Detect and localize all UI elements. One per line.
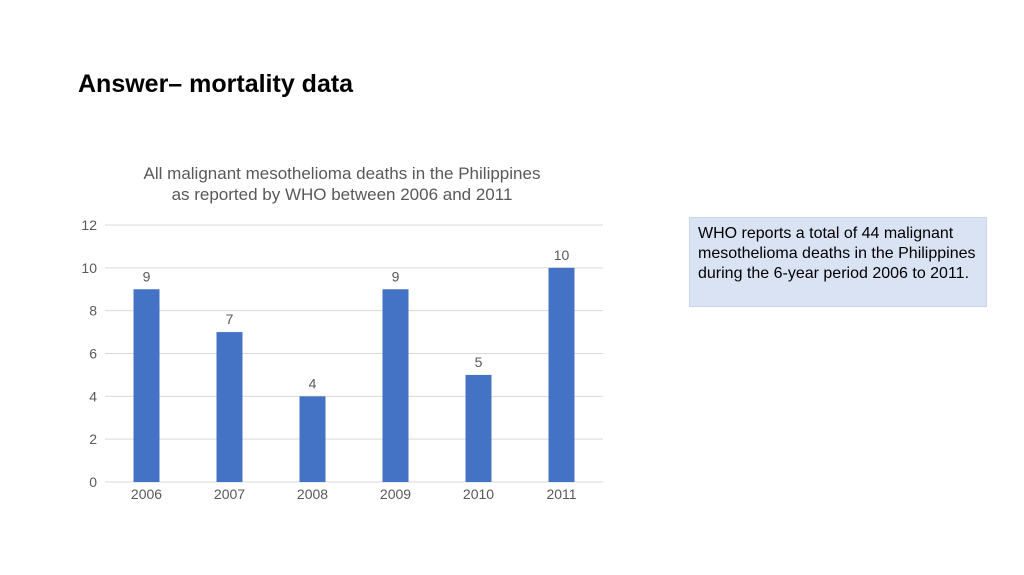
y-tick-label: 8: [89, 303, 97, 319]
chart-title-line-1: All malignant mesothelioma deaths in the…: [143, 164, 541, 183]
bar: [133, 289, 160, 482]
x-tick-label: 2006: [131, 486, 162, 502]
data-label: 9: [143, 268, 151, 284]
data-label: 5: [475, 354, 483, 370]
x-tick-label: 2010: [463, 486, 494, 502]
data-label: 9: [392, 268, 400, 284]
summary-note: WHO reports a total of 44 malignant meso…: [689, 217, 987, 307]
bar: [299, 396, 326, 482]
x-tick-label: 2008: [297, 486, 328, 502]
y-tick-label: 2: [89, 431, 97, 447]
bar: [382, 289, 409, 482]
chart-title-line-2: as reported by WHO between 2006 and 2011: [171, 185, 513, 204]
bar: [548, 267, 575, 482]
chart-title: All malignant mesothelioma deaths in the…: [112, 163, 572, 205]
bar: [465, 374, 492, 482]
data-label: 4: [309, 375, 317, 391]
y-tick-label: 12: [81, 217, 97, 233]
y-tick-label: 10: [81, 260, 97, 276]
y-tick-label: 4: [89, 388, 97, 404]
data-label: 10: [554, 247, 570, 263]
x-tick-label: 2011: [546, 486, 576, 502]
bar: [216, 332, 243, 482]
x-tick-label: 2009: [380, 486, 411, 502]
data-label: 7: [226, 311, 234, 327]
summary-note-text: WHO reports a total of 44 malignant meso…: [698, 225, 976, 282]
x-tick-label: 2007: [214, 486, 245, 502]
y-tick-label: 6: [89, 346, 97, 362]
slide-title: Answer– mortality data: [78, 70, 354, 98]
y-tick-label: 0: [89, 474, 97, 490]
